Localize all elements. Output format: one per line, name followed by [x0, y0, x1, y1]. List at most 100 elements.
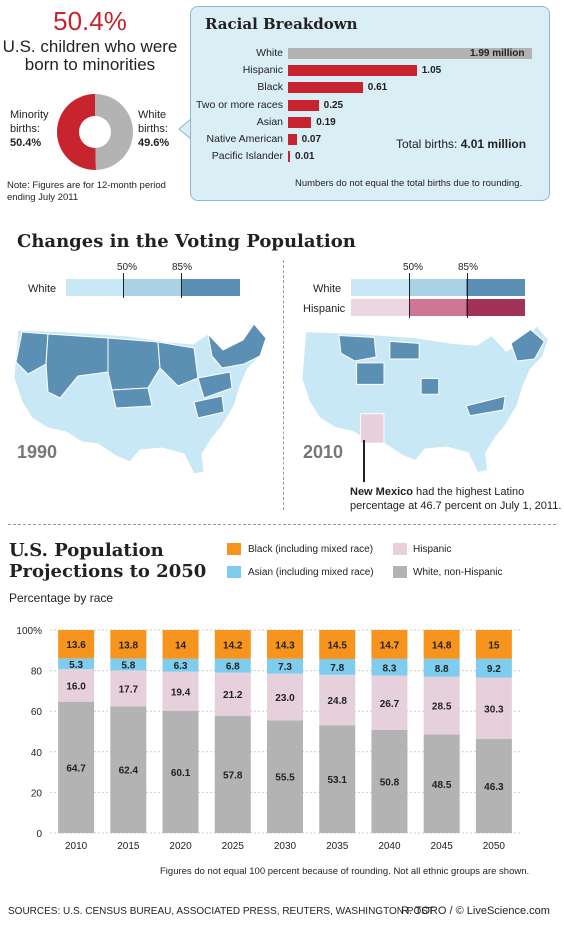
bar-label-black-2015: 13.8 — [119, 640, 139, 651]
region-montana — [338, 335, 377, 362]
x-tick-label: 2025 — [222, 841, 245, 852]
bar-label-black-2025: 14.2 — [223, 640, 243, 651]
legend-swatch-hispanic — [393, 543, 407, 555]
bar-black-2025 — [214, 630, 251, 659]
bar-black-2030 — [267, 630, 303, 659]
scale-seg-mid — [409, 279, 466, 296]
bar-white-2050 — [475, 739, 512, 833]
bar-white-2030 — [267, 720, 303, 833]
scale-seg-mid — [124, 279, 181, 296]
subtitle: U.S. children who were born to minoritie… — [0, 38, 180, 74]
pie-slice-minority — [56, 94, 96, 170]
bar-label-asian-2030: 7.3 — [278, 662, 292, 673]
bar-white-2035 — [319, 725, 356, 833]
projections-chart: 020406080100%64.716.05.313.6201062.417.7… — [16, 626, 520, 852]
bar-label-hispanic-2045: 28.5 — [432, 702, 452, 713]
x-tick-label: 2045 — [431, 841, 454, 852]
region-great-lakes — [157, 341, 199, 387]
legend-hispanic: Hispanic — [413, 544, 452, 555]
region-northwest — [15, 331, 49, 375]
callout-line-2: percentage at 46.7 percent on July 1, 20… — [350, 500, 562, 512]
bar-white-2040 — [371, 729, 408, 833]
bar-label-hispanic-2040: 26.7 — [380, 699, 400, 710]
bar-label-white-2020: 60.1 — [171, 768, 191, 779]
us-map-2010 — [301, 324, 549, 473]
total-births-value: 4.01 million — [460, 137, 527, 151]
rb-label-black: Black — [257, 81, 283, 94]
rb-bar-native-american — [288, 134, 297, 145]
bar-asian-2035 — [319, 659, 356, 675]
note-line-1: Note: Figures are for 12-month period — [7, 180, 166, 191]
region-southeast — [193, 395, 225, 419]
bar-hispanic-2030 — [267, 673, 303, 721]
bar-label-white-2010: 64.7 — [66, 763, 86, 774]
projections-footnote: Figures do not equal 100 percent because… — [160, 866, 530, 877]
projections-title-line-2: Projections to 2050 — [9, 561, 207, 582]
subtitle-line-1: U.S. children who were — [2, 37, 178, 56]
voting-section-title: Changes in the Voting Population — [17, 231, 356, 252]
bar-hispanic-2025 — [214, 672, 251, 716]
y-tick-label: 80 — [31, 667, 43, 678]
bar-label-black-2030: 14.3 — [275, 640, 295, 651]
y-tick-label: 60 — [31, 707, 43, 718]
bar-label-black-2045: 14.8 — [432, 640, 452, 651]
rb-bar-two-or-more-races — [288, 99, 319, 111]
minority-births-label: Minority births: 50.4% — [10, 108, 49, 150]
bar-label-hispanic-2010: 16.0 — [66, 681, 86, 692]
bar-asian-2050 — [475, 658, 512, 678]
tick-line-85-left — [181, 273, 182, 298]
region-kentucky — [465, 395, 506, 417]
pie-hole — [79, 116, 111, 148]
scale-seg-high — [466, 279, 525, 296]
bar-label-hispanic-2050: 30.3 — [484, 704, 504, 715]
bar-label-white-2035: 53.1 — [327, 775, 347, 786]
y-tick-label: 100% — [16, 626, 42, 637]
bar-white-2025 — [214, 715, 251, 833]
bar-white-2015 — [110, 706, 147, 833]
note-line-2: ending July 2011 — [7, 192, 79, 203]
total-births-label: Total births: — [396, 137, 458, 151]
bar-white-2020 — [162, 710, 199, 833]
region-new-mexico — [360, 413, 385, 444]
bar-label-white-2015: 62.4 — [119, 766, 139, 777]
bar-black-2045 — [423, 630, 460, 659]
legend-swatch-black — [227, 543, 241, 555]
callout-line-1: had the highest Latino — [412, 486, 525, 498]
bar-hispanic-2015 — [110, 670, 147, 707]
minority-label-line-2: births: — [10, 123, 40, 135]
scale-seg-low — [351, 279, 409, 296]
tick-line-50-right — [409, 273, 410, 318]
region-ohio-valley — [197, 371, 233, 399]
rb-value-asian: 0.19 — [316, 116, 336, 128]
white-scale-bar-2010 — [351, 279, 525, 296]
bar-label-black-2010: 13.6 — [66, 640, 86, 651]
credit: R. TORO / © LiveScience.com — [401, 905, 550, 917]
white-births-label: White births: 49.6% — [138, 108, 169, 150]
bar-label-black-2020: 14 — [175, 640, 187, 651]
bar-asian-2025 — [214, 658, 251, 673]
rb-label-white: White — [256, 47, 283, 59]
legend-asian: Asian (including mixed race) — [248, 567, 374, 578]
bar-label-black-2035: 14.5 — [327, 641, 347, 652]
scale-seg-low — [351, 299, 409, 316]
bar-black-2020 — [162, 630, 199, 659]
rb-label-native-american: Native American — [206, 133, 283, 145]
region-iowa — [420, 378, 440, 395]
pie-slice-white — [95, 94, 133, 170]
minority-label-line-1: Minority — [10, 109, 49, 121]
scale-white-label-1990: White — [28, 283, 57, 295]
bar-hispanic-2050 — [475, 677, 512, 740]
bar-black-2010 — [58, 630, 95, 659]
bar-black-2035 — [319, 630, 356, 660]
callout-bold: New Mexico — [350, 486, 413, 498]
us-map-1990 — [13, 323, 267, 475]
region-kansas — [111, 387, 153, 409]
x-tick-label: 2050 — [483, 841, 506, 852]
bar-label-white-2040: 50.8 — [380, 777, 400, 788]
bar-label-hispanic-2015: 17.7 — [119, 684, 139, 695]
rb-label-hispanic: Hispanic — [242, 64, 283, 77]
big-percent: 50.4% — [53, 6, 127, 36]
rb-bar-pacific-islander — [288, 151, 290, 163]
scale-seg-high — [181, 279, 240, 296]
bar-label-asian-2025: 6.8 — [226, 662, 240, 673]
